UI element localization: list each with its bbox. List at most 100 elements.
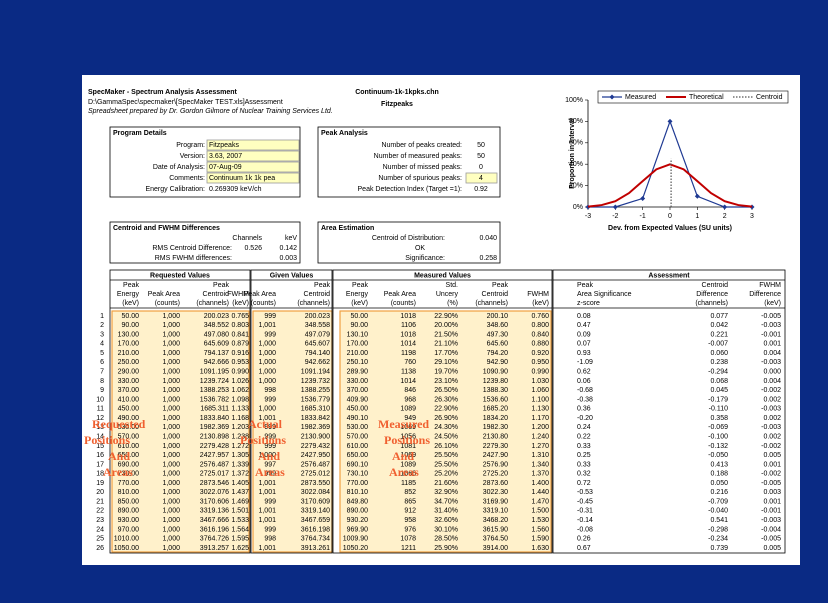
input-cell [206, 172, 300, 184]
cell: 370.00 [118, 387, 140, 394]
cell: 1.501 [231, 508, 249, 515]
cell: 1198 [401, 350, 416, 357]
cell: -0.003 [761, 322, 781, 329]
cell: 1388.30 [483, 387, 508, 394]
cell: 2725.20 [483, 471, 508, 478]
cell: 1,000 [162, 498, 180, 505]
cell: 1685.311 [200, 406, 229, 413]
cell: 1,000 [162, 443, 180, 450]
cell: 958 [404, 517, 416, 524]
cell: 30.10% [434, 526, 458, 533]
column-header: FWHM [227, 291, 249, 298]
row-number: 8 [100, 378, 104, 385]
cell: 1,000 [162, 350, 180, 357]
cell: 970.00 [118, 526, 140, 533]
column-header: (keV) [232, 300, 249, 307]
cell: -0.709 [708, 498, 728, 505]
cell: 1685.310 [301, 406, 330, 413]
cell: -0.004 [761, 526, 781, 533]
cell: 999 [264, 443, 276, 450]
cell: -0.110 [709, 406, 728, 413]
cell: 1,000 [162, 396, 180, 403]
cell: -0.45 [577, 498, 593, 505]
column-header: Centroid [304, 291, 331, 298]
highlight-box [111, 310, 250, 553]
cell: 999 [264, 424, 276, 431]
cell: 1,000 [162, 526, 180, 533]
field-value: 50 [477, 142, 485, 149]
cell: 0.953 [231, 359, 249, 366]
cell: 410.00 [118, 396, 140, 403]
cell: 2427.957 [200, 452, 229, 459]
cell: 1.238 [231, 433, 249, 440]
cell: 0.62 [577, 369, 591, 376]
cell: 0.739 [710, 545, 728, 552]
annotation: Areas [255, 465, 285, 479]
cell: 0.72 [577, 480, 591, 487]
cell: -0.005 [761, 480, 781, 487]
cell: 0.002 [763, 433, 781, 440]
cell: 930.20 [347, 517, 369, 524]
y-axis-label: Proportion in Interval [569, 118, 576, 189]
annotation: And [392, 449, 414, 463]
cell: 1.030 [531, 378, 549, 385]
cell: 1,000 [162, 508, 180, 515]
cell: 3319.140 [301, 508, 330, 515]
cell: -0.31 [577, 508, 593, 515]
cell: 409.90 [347, 396, 369, 403]
cell: 0.238 [710, 359, 728, 366]
column-header: Centroid [203, 291, 230, 298]
cell: 0.916 [231, 350, 249, 357]
cell: 1.630 [531, 545, 549, 552]
cell: 0.800 [531, 322, 549, 329]
cell: 289.90 [347, 369, 369, 376]
cell: 1.405 [231, 480, 249, 487]
field-value: 0.142 [279, 245, 297, 252]
cell: 0.920 [531, 350, 549, 357]
y-tick-label: 0% [573, 204, 583, 211]
field-label: Significance: [405, 255, 445, 262]
cell: 1,000 [162, 322, 180, 329]
row-number: 14 [96, 433, 104, 440]
annotation: Areas [389, 465, 419, 479]
cell: 1,001 [258, 480, 276, 487]
credit: Spreadsheet prepared by Dr. Gordon Gilmo… [88, 108, 333, 115]
cell: 497.080 [204, 331, 229, 338]
group-header: Assessment [648, 272, 690, 279]
cell: 0.413 [710, 461, 728, 468]
column-header: (channels) [196, 300, 229, 307]
area-estimation-box [317, 221, 501, 264]
table-group-box [332, 269, 553, 554]
column-header: Peak [492, 282, 508, 289]
sheet-background [82, 75, 800, 565]
column-header: (keV) [532, 300, 549, 307]
column-header: FWHM [527, 291, 549, 298]
cell: 1982.369 [301, 424, 330, 431]
cell: -0.100 [708, 433, 728, 440]
cell: 1,000 [258, 406, 276, 413]
row-number: 21 [96, 498, 104, 505]
cell: -0.294 [708, 369, 728, 376]
row-number: 9 [100, 387, 104, 394]
cell: 22.90% [434, 313, 458, 320]
cell: 570.00 [347, 433, 369, 440]
cell: 0.06 [577, 378, 591, 385]
cell: 497.30 [487, 331, 509, 338]
cell: 290.00 [118, 369, 140, 376]
row-number: 6 [100, 359, 104, 366]
cell: 1009.90 [343, 536, 368, 543]
cell: 2873.546 [200, 480, 229, 487]
cell: 0.002 [763, 415, 781, 422]
cell: 1,000 [162, 331, 180, 338]
cell: 849.80 [347, 498, 369, 505]
cell: 999 [264, 498, 276, 505]
column-header: Centroid [702, 282, 729, 289]
row-number: 19 [96, 480, 104, 487]
y-tick-label: 100% [565, 97, 583, 104]
column-header: Peak [314, 282, 330, 289]
cell: 0.541 [710, 517, 728, 524]
cell: 0.050 [710, 480, 728, 487]
cell: 1.168 [231, 415, 249, 422]
column-header: Peak Area [148, 291, 180, 298]
cell: 210.00 [347, 350, 369, 357]
